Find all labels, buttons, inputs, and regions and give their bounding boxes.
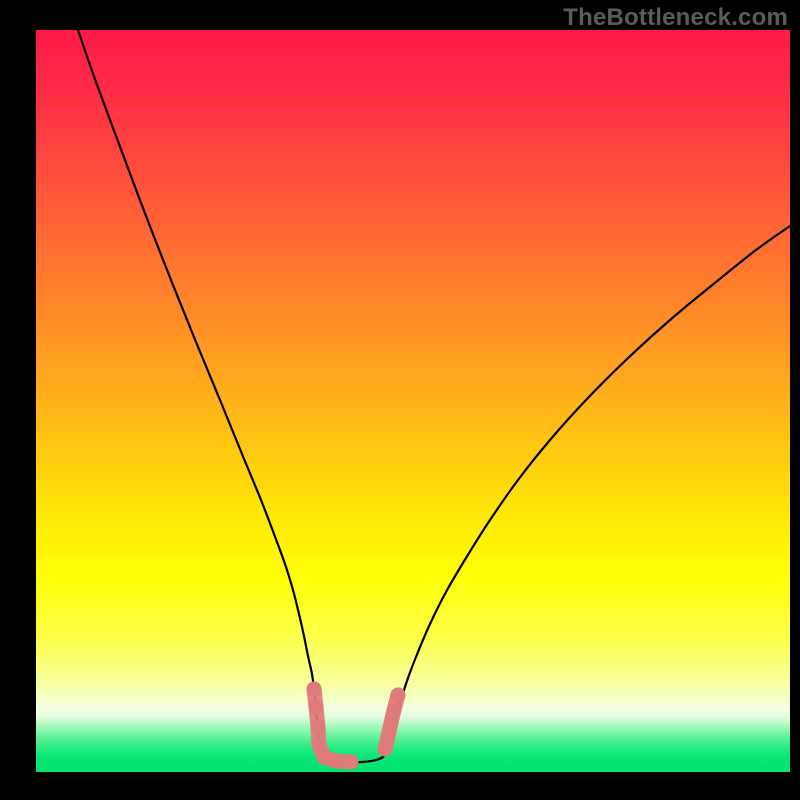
curve-marker [384, 716, 399, 731]
curve-marker [381, 729, 396, 744]
curve-marker [329, 754, 344, 769]
curve-marker [311, 720, 326, 735]
curve-marker [307, 682, 322, 697]
curve-marker [378, 742, 393, 757]
chart-frame: TheBottleneck.com [0, 0, 800, 800]
curve-marker [344, 755, 359, 770]
bottleneck-chart [0, 0, 800, 800]
curve-marker [391, 688, 406, 703]
curve-marker [387, 703, 402, 718]
gradient-background [36, 30, 790, 772]
curve-marker [309, 700, 324, 715]
